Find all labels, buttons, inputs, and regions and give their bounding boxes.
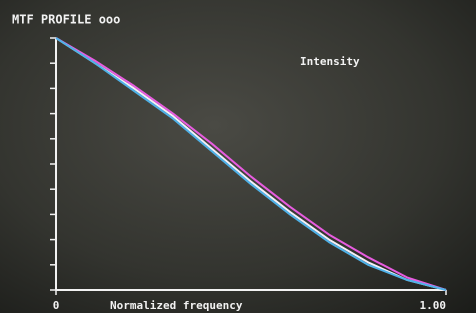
- screen: MTF PROFILE ooo Intensity Normalized fre…: [0, 0, 476, 313]
- x-tick-label: 0: [53, 299, 60, 312]
- y-axis-label: Intensity: [300, 55, 360, 68]
- x-axis-label: Normalized frequency: [110, 299, 243, 312]
- chart-title: MTF PROFILE ooo: [12, 13, 120, 27]
- x-tick-label: 1.00: [420, 299, 447, 312]
